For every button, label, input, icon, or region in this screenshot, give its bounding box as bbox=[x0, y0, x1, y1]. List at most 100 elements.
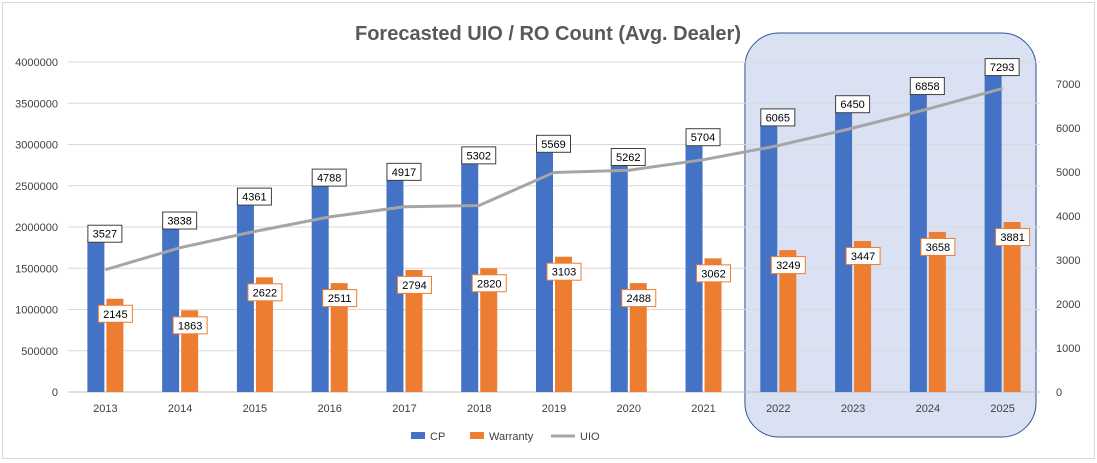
data-label-warranty: 3103 bbox=[552, 267, 576, 279]
data-label-cp: 7293 bbox=[990, 62, 1014, 74]
right-axis-tick-label: 6000 bbox=[1056, 123, 1080, 135]
x-axis-tick-label: 2021 bbox=[691, 403, 715, 415]
data-label-warranty: 3062 bbox=[701, 268, 725, 280]
data-label-warranty-box bbox=[471, 274, 507, 293]
right-axis-tick-label: 3000 bbox=[1056, 255, 1080, 267]
data-label-cp: 5704 bbox=[691, 132, 715, 144]
legend-label: CP bbox=[430, 431, 445, 443]
bar-cp bbox=[984, 71, 1002, 392]
x-axis-tick-label: 2018 bbox=[467, 403, 491, 415]
left-axis-tick-label: 3000000 bbox=[15, 140, 58, 152]
legend-swatch bbox=[470, 432, 484, 439]
data-label-cp-box bbox=[909, 77, 945, 96]
bar-warranty bbox=[1003, 222, 1021, 392]
uio-line bbox=[104, 86, 1004, 272]
data-label-warranty-box bbox=[621, 289, 657, 308]
data-label-cp-box bbox=[835, 95, 871, 114]
data-label-warranty: 2622 bbox=[253, 287, 277, 299]
data-label-cp-box bbox=[760, 108, 796, 127]
bar-cp bbox=[760, 121, 778, 393]
data-label-cp: 6450 bbox=[840, 99, 864, 111]
data-label-warranty-box bbox=[845, 247, 881, 266]
right-axis-tick-label: 2000 bbox=[1056, 299, 1080, 311]
data-label-cp: 5262 bbox=[616, 152, 640, 164]
chart-title: Forecasted UIO / RO Count (Avg. Dealer) bbox=[355, 23, 741, 45]
right-axis-tick-label: 1000 bbox=[1056, 343, 1080, 355]
left-axis-tick-label: 3500000 bbox=[15, 98, 58, 110]
left-axis-tick-label: 1000000 bbox=[15, 305, 58, 317]
data-label-warranty-box bbox=[396, 275, 432, 294]
right-axis-tick-label: 7000 bbox=[1056, 79, 1080, 91]
legend-swatch bbox=[411, 432, 425, 439]
bar-warranty bbox=[555, 256, 572, 392]
x-axis-tick-label: 2022 bbox=[766, 403, 790, 415]
data-label-cp: 3838 bbox=[167, 216, 191, 228]
data-label-warranty-box bbox=[546, 262, 582, 281]
bar-cp bbox=[162, 224, 180, 392]
x-axis-tick-label: 2020 bbox=[617, 403, 641, 415]
data-label-cp-box bbox=[536, 134, 571, 153]
left-axis-tick-label: 2000000 bbox=[15, 222, 58, 234]
x-axis-tick-label: 2015 bbox=[243, 403, 267, 415]
right-axis-tick-label: 4000 bbox=[1056, 211, 1080, 223]
data-label-warranty: 2794 bbox=[402, 280, 426, 292]
bar-cp bbox=[236, 200, 254, 392]
data-label-warranty: 2511 bbox=[328, 293, 352, 305]
data-label-cp-box bbox=[87, 224, 123, 243]
legend-label: UIO bbox=[580, 431, 600, 443]
data-label-cp-box bbox=[984, 58, 1020, 77]
data-label-cp: 5302 bbox=[466, 150, 490, 162]
data-label-cp-box bbox=[685, 128, 721, 147]
right-axis-tick-label: 0 bbox=[1056, 387, 1062, 399]
bar-warranty bbox=[704, 258, 722, 392]
left-axis-tick-label: 1500000 bbox=[15, 263, 58, 275]
data-label-cp: 4917 bbox=[392, 167, 416, 179]
data-label-cp: 3527 bbox=[93, 229, 117, 241]
data-label-cp: 5569 bbox=[541, 139, 565, 151]
bar-cp bbox=[461, 159, 479, 392]
bar-cp bbox=[610, 161, 628, 392]
data-label-warranty-box bbox=[770, 256, 806, 275]
x-axis-tick-label: 2025 bbox=[990, 403, 1014, 415]
data-label-warranty: 3447 bbox=[851, 251, 875, 263]
data-label-warranty: 1863 bbox=[178, 320, 202, 332]
data-label-warranty-box bbox=[97, 304, 133, 323]
left-axis-tick-label: 4000000 bbox=[15, 57, 58, 69]
x-axis-tick-label: 2019 bbox=[542, 403, 566, 415]
bar-warranty bbox=[480, 268, 498, 392]
bar-warranty bbox=[255, 277, 273, 392]
data-label-cp-box bbox=[236, 187, 272, 206]
data-label-warranty-box bbox=[920, 237, 956, 256]
bar-warranty bbox=[405, 269, 423, 392]
data-label-warranty: 3658 bbox=[926, 242, 950, 254]
data-label-warranty-box bbox=[247, 283, 283, 302]
left-axis-tick-label: 500000 bbox=[21, 346, 58, 358]
x-axis-tick-label: 2024 bbox=[916, 403, 940, 415]
bar-warranty bbox=[629, 283, 647, 392]
data-label-cp-box bbox=[386, 162, 422, 181]
bar-cp bbox=[835, 108, 853, 392]
bar-warranty bbox=[854, 241, 872, 392]
x-axis-tick-label: 2016 bbox=[317, 403, 341, 415]
bar-cp bbox=[87, 237, 105, 392]
data-label-cp: 6858 bbox=[915, 81, 939, 93]
data-label-cp-box bbox=[461, 146, 497, 165]
data-label-warranty-box bbox=[322, 289, 358, 308]
bar-warranty bbox=[330, 283, 348, 392]
data-label-cp: 6065 bbox=[766, 112, 790, 124]
bar-warranty bbox=[779, 250, 797, 392]
bar-cp bbox=[909, 90, 927, 393]
x-axis-tick-label: 2013 bbox=[93, 403, 117, 415]
x-axis-tick-label: 2023 bbox=[841, 403, 865, 415]
data-label-warranty: 2820 bbox=[477, 278, 501, 290]
data-label-cp-box bbox=[162, 211, 198, 230]
left-axis-tick-label: 2500000 bbox=[15, 181, 58, 193]
legend: CP Warranty UIO bbox=[411, 431, 600, 443]
left-axis-tick-label: 0 bbox=[52, 387, 58, 399]
bar-cp bbox=[311, 181, 329, 392]
data-label-warranty: 2145 bbox=[103, 309, 127, 321]
data-label-cp-box bbox=[610, 148, 646, 166]
x-axis-tick-label: 2017 bbox=[392, 403, 416, 415]
legend-label: Warranty bbox=[489, 431, 534, 443]
